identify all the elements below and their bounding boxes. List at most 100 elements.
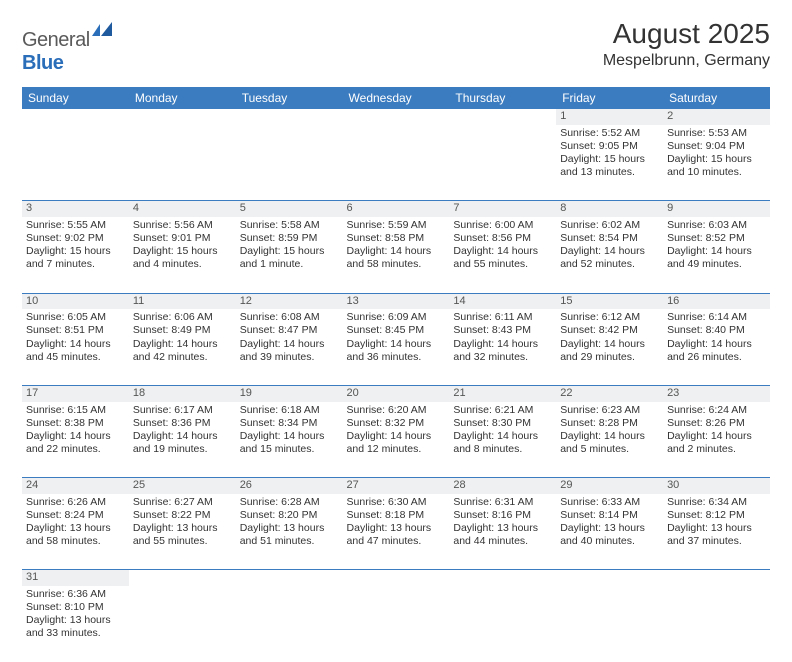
daynum-row: 3456789: [22, 201, 770, 217]
daylight-text: Daylight: 14 hours: [347, 430, 446, 443]
day-number-cell: 13: [343, 293, 450, 309]
daylight-text: Daylight: 15 hours: [240, 245, 339, 258]
logo-mark-icon: [92, 22, 114, 36]
daylight-text: and 42 minutes.: [133, 351, 232, 364]
daylight-text: Daylight: 15 hours: [667, 153, 766, 166]
day-number-cell: 31: [22, 570, 129, 586]
day-detail-cell: Sunrise: 6:11 AMSunset: 8:43 PMDaylight:…: [449, 309, 556, 385]
day-number-cell: [663, 570, 770, 586]
sunrise-text: Sunrise: 6:33 AM: [560, 496, 659, 509]
logo-text-blue: Blue: [22, 52, 63, 74]
daylight-text: Daylight: 15 hours: [560, 153, 659, 166]
daylight-text: and 39 minutes.: [240, 351, 339, 364]
day-detail-cell: Sunrise: 5:56 AMSunset: 9:01 PMDaylight:…: [129, 217, 236, 293]
daylight-text: Daylight: 13 hours: [240, 522, 339, 535]
day-number-cell: [236, 570, 343, 586]
day-detail-cell: Sunrise: 6:12 AMSunset: 8:42 PMDaylight:…: [556, 309, 663, 385]
day-number-cell: 19: [236, 385, 343, 401]
day-number-cell: 24: [22, 478, 129, 494]
day-detail-cell: Sunrise: 6:27 AMSunset: 8:22 PMDaylight:…: [129, 494, 236, 570]
sunrise-text: Sunrise: 6:15 AM: [26, 404, 125, 417]
day-number-cell: [236, 109, 343, 125]
sunset-text: Sunset: 8:36 PM: [133, 417, 232, 430]
day-number-cell: 30: [663, 478, 770, 494]
daylight-text: Daylight: 14 hours: [240, 430, 339, 443]
day-number-cell: 15: [556, 293, 663, 309]
sunset-text: Sunset: 8:49 PM: [133, 324, 232, 337]
day-detail-cell: Sunrise: 5:58 AMSunset: 8:59 PMDaylight:…: [236, 217, 343, 293]
weekday-header: Tuesday: [236, 87, 343, 109]
daylight-text: Daylight: 14 hours: [453, 245, 552, 258]
day-number-cell: 12: [236, 293, 343, 309]
day-number-cell: 18: [129, 385, 236, 401]
sunset-text: Sunset: 9:01 PM: [133, 232, 232, 245]
day-number-cell: [129, 570, 236, 586]
daylight-text: and 4 minutes.: [133, 258, 232, 271]
daylight-text: and 58 minutes.: [26, 535, 125, 548]
weekday-header: Wednesday: [343, 87, 450, 109]
day-detail-cell: Sunrise: 5:55 AMSunset: 9:02 PMDaylight:…: [22, 217, 129, 293]
day-detail-cell: [129, 586, 236, 662]
day-number-cell: 11: [129, 293, 236, 309]
day-number-cell: 20: [343, 385, 450, 401]
daylight-text: and 2 minutes.: [667, 443, 766, 456]
daynum-row: 31: [22, 570, 770, 586]
page-title: August 2025: [603, 18, 770, 50]
daynum-row: 10111213141516: [22, 293, 770, 309]
sunrise-text: Sunrise: 6:17 AM: [133, 404, 232, 417]
day-number-cell: [22, 109, 129, 125]
day-detail-cell: Sunrise: 6:18 AMSunset: 8:34 PMDaylight:…: [236, 402, 343, 478]
daylight-text: and 45 minutes.: [26, 351, 125, 364]
sunrise-text: Sunrise: 6:28 AM: [240, 496, 339, 509]
day-detail-cell: [449, 586, 556, 662]
sunset-text: Sunset: 8:51 PM: [26, 324, 125, 337]
sunset-text: Sunset: 8:34 PM: [240, 417, 339, 430]
day-detail-cell: Sunrise: 6:05 AMSunset: 8:51 PMDaylight:…: [22, 309, 129, 385]
day-detail-cell: [22, 125, 129, 201]
day-detail-row: Sunrise: 5:55 AMSunset: 9:02 PMDaylight:…: [22, 217, 770, 293]
daylight-text: and 22 minutes.: [26, 443, 125, 456]
day-detail-cell: [236, 125, 343, 201]
daylight-text: and 32 minutes.: [453, 351, 552, 364]
header: GeneralBlue August 2025 Mespelbrunn, Ger…: [22, 18, 770, 75]
day-number-cell: 17: [22, 385, 129, 401]
day-detail-row: Sunrise: 5:52 AMSunset: 9:05 PMDaylight:…: [22, 125, 770, 201]
day-detail-cell: Sunrise: 6:17 AMSunset: 8:36 PMDaylight:…: [129, 402, 236, 478]
daylight-text: and 1 minute.: [240, 258, 339, 271]
calendar-header-row: SundayMondayTuesdayWednesdayThursdayFrid…: [22, 87, 770, 109]
day-number-cell: [556, 570, 663, 586]
daylight-text: and 55 minutes.: [133, 535, 232, 548]
sunrise-text: Sunrise: 6:26 AM: [26, 496, 125, 509]
sunset-text: Sunset: 8:43 PM: [453, 324, 552, 337]
day-detail-cell: [663, 586, 770, 662]
weekday-header: Sunday: [22, 87, 129, 109]
day-detail-cell: Sunrise: 6:28 AMSunset: 8:20 PMDaylight:…: [236, 494, 343, 570]
day-detail-cell: [343, 125, 450, 201]
day-detail-cell: Sunrise: 6:00 AMSunset: 8:56 PMDaylight:…: [449, 217, 556, 293]
day-detail-row: Sunrise: 6:26 AMSunset: 8:24 PMDaylight:…: [22, 494, 770, 570]
day-number-cell: 27: [343, 478, 450, 494]
sunrise-text: Sunrise: 5:59 AM: [347, 219, 446, 232]
day-detail-cell: Sunrise: 6:24 AMSunset: 8:26 PMDaylight:…: [663, 402, 770, 478]
daylight-text: and 49 minutes.: [667, 258, 766, 271]
sunrise-text: Sunrise: 6:08 AM: [240, 311, 339, 324]
sunset-text: Sunset: 8:54 PM: [560, 232, 659, 245]
sunrise-text: Sunrise: 6:00 AM: [453, 219, 552, 232]
sunset-text: Sunset: 8:14 PM: [560, 509, 659, 522]
day-number-cell: 7: [449, 201, 556, 217]
daylight-text: Daylight: 14 hours: [26, 338, 125, 351]
day-detail-cell: Sunrise: 6:09 AMSunset: 8:45 PMDaylight:…: [343, 309, 450, 385]
day-number-cell: 1: [556, 109, 663, 125]
day-number-cell: [343, 570, 450, 586]
day-detail-cell: Sunrise: 6:02 AMSunset: 8:54 PMDaylight:…: [556, 217, 663, 293]
sunrise-text: Sunrise: 6:34 AM: [667, 496, 766, 509]
day-detail-cell: Sunrise: 6:23 AMSunset: 8:28 PMDaylight:…: [556, 402, 663, 478]
sunrise-text: Sunrise: 6:09 AM: [347, 311, 446, 324]
daylight-text: Daylight: 14 hours: [560, 245, 659, 258]
daylight-text: and 5 minutes.: [560, 443, 659, 456]
sunset-text: Sunset: 8:22 PM: [133, 509, 232, 522]
daylight-text: and 7 minutes.: [26, 258, 125, 271]
sunset-text: Sunset: 8:52 PM: [667, 232, 766, 245]
day-detail-cell: [129, 125, 236, 201]
daylight-text: Daylight: 14 hours: [453, 430, 552, 443]
